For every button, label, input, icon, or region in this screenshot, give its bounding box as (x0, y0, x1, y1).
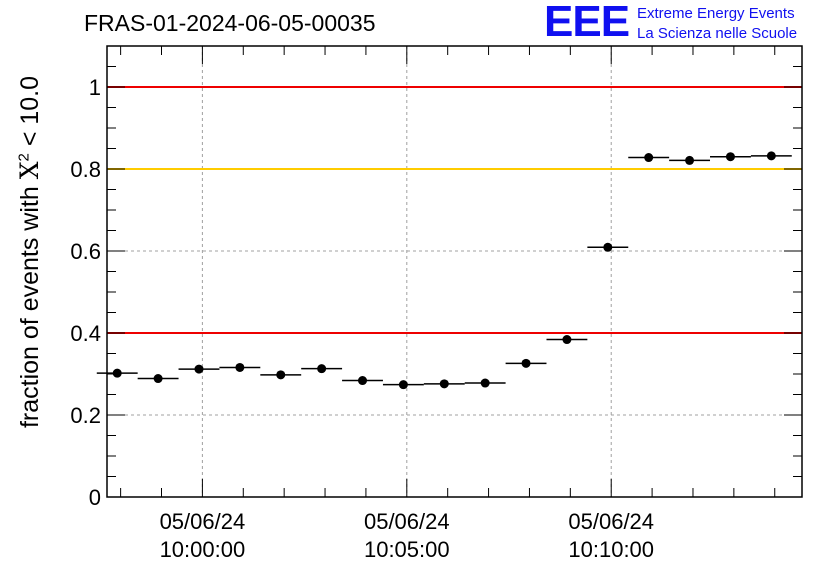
data-point (725, 152, 735, 162)
data-point (766, 151, 776, 161)
logo-mark: EEE (544, 0, 630, 46)
x-tick-label-date: 05/06/24 (364, 509, 450, 534)
x-tick-label-time: 10:05:00 (364, 537, 450, 562)
data-point (439, 379, 449, 389)
data-point (603, 242, 613, 252)
data-point (480, 378, 490, 388)
y-tick-label: 0.8 (70, 157, 101, 182)
data-point (358, 376, 368, 386)
data-point (153, 374, 163, 384)
x-tick-label-time: 10:10:00 (568, 537, 654, 562)
x-tick-label-date: 05/06/24 (160, 509, 246, 534)
y-tick-label: 0 (89, 485, 101, 510)
data-point (685, 155, 695, 165)
data-point (398, 380, 408, 390)
y-tick-label: 1 (89, 75, 101, 100)
data-point (317, 364, 327, 374)
logo-line2: La Scienza nelle Scuole (637, 25, 798, 42)
y-tick-label: 0.4 (70, 321, 101, 346)
plot-frame (106, 45, 803, 498)
data-point (235, 362, 245, 372)
y-tick-label: 0.2 (70, 403, 101, 428)
y-tick-label: 0.6 (70, 239, 101, 264)
data-point (276, 370, 286, 380)
logo-line1: Extreme Energy Events (637, 5, 795, 22)
data-point (194, 364, 204, 374)
data-point (521, 358, 531, 368)
chart-title: FRAS-01-2024-06-05-00035 (84, 10, 376, 36)
data-point (112, 368, 122, 378)
x-tick-label-date: 05/06/24 (568, 509, 654, 534)
data-point (562, 335, 572, 345)
x-tick-label-time: 10:00:00 (160, 537, 246, 562)
data-point (644, 153, 654, 163)
